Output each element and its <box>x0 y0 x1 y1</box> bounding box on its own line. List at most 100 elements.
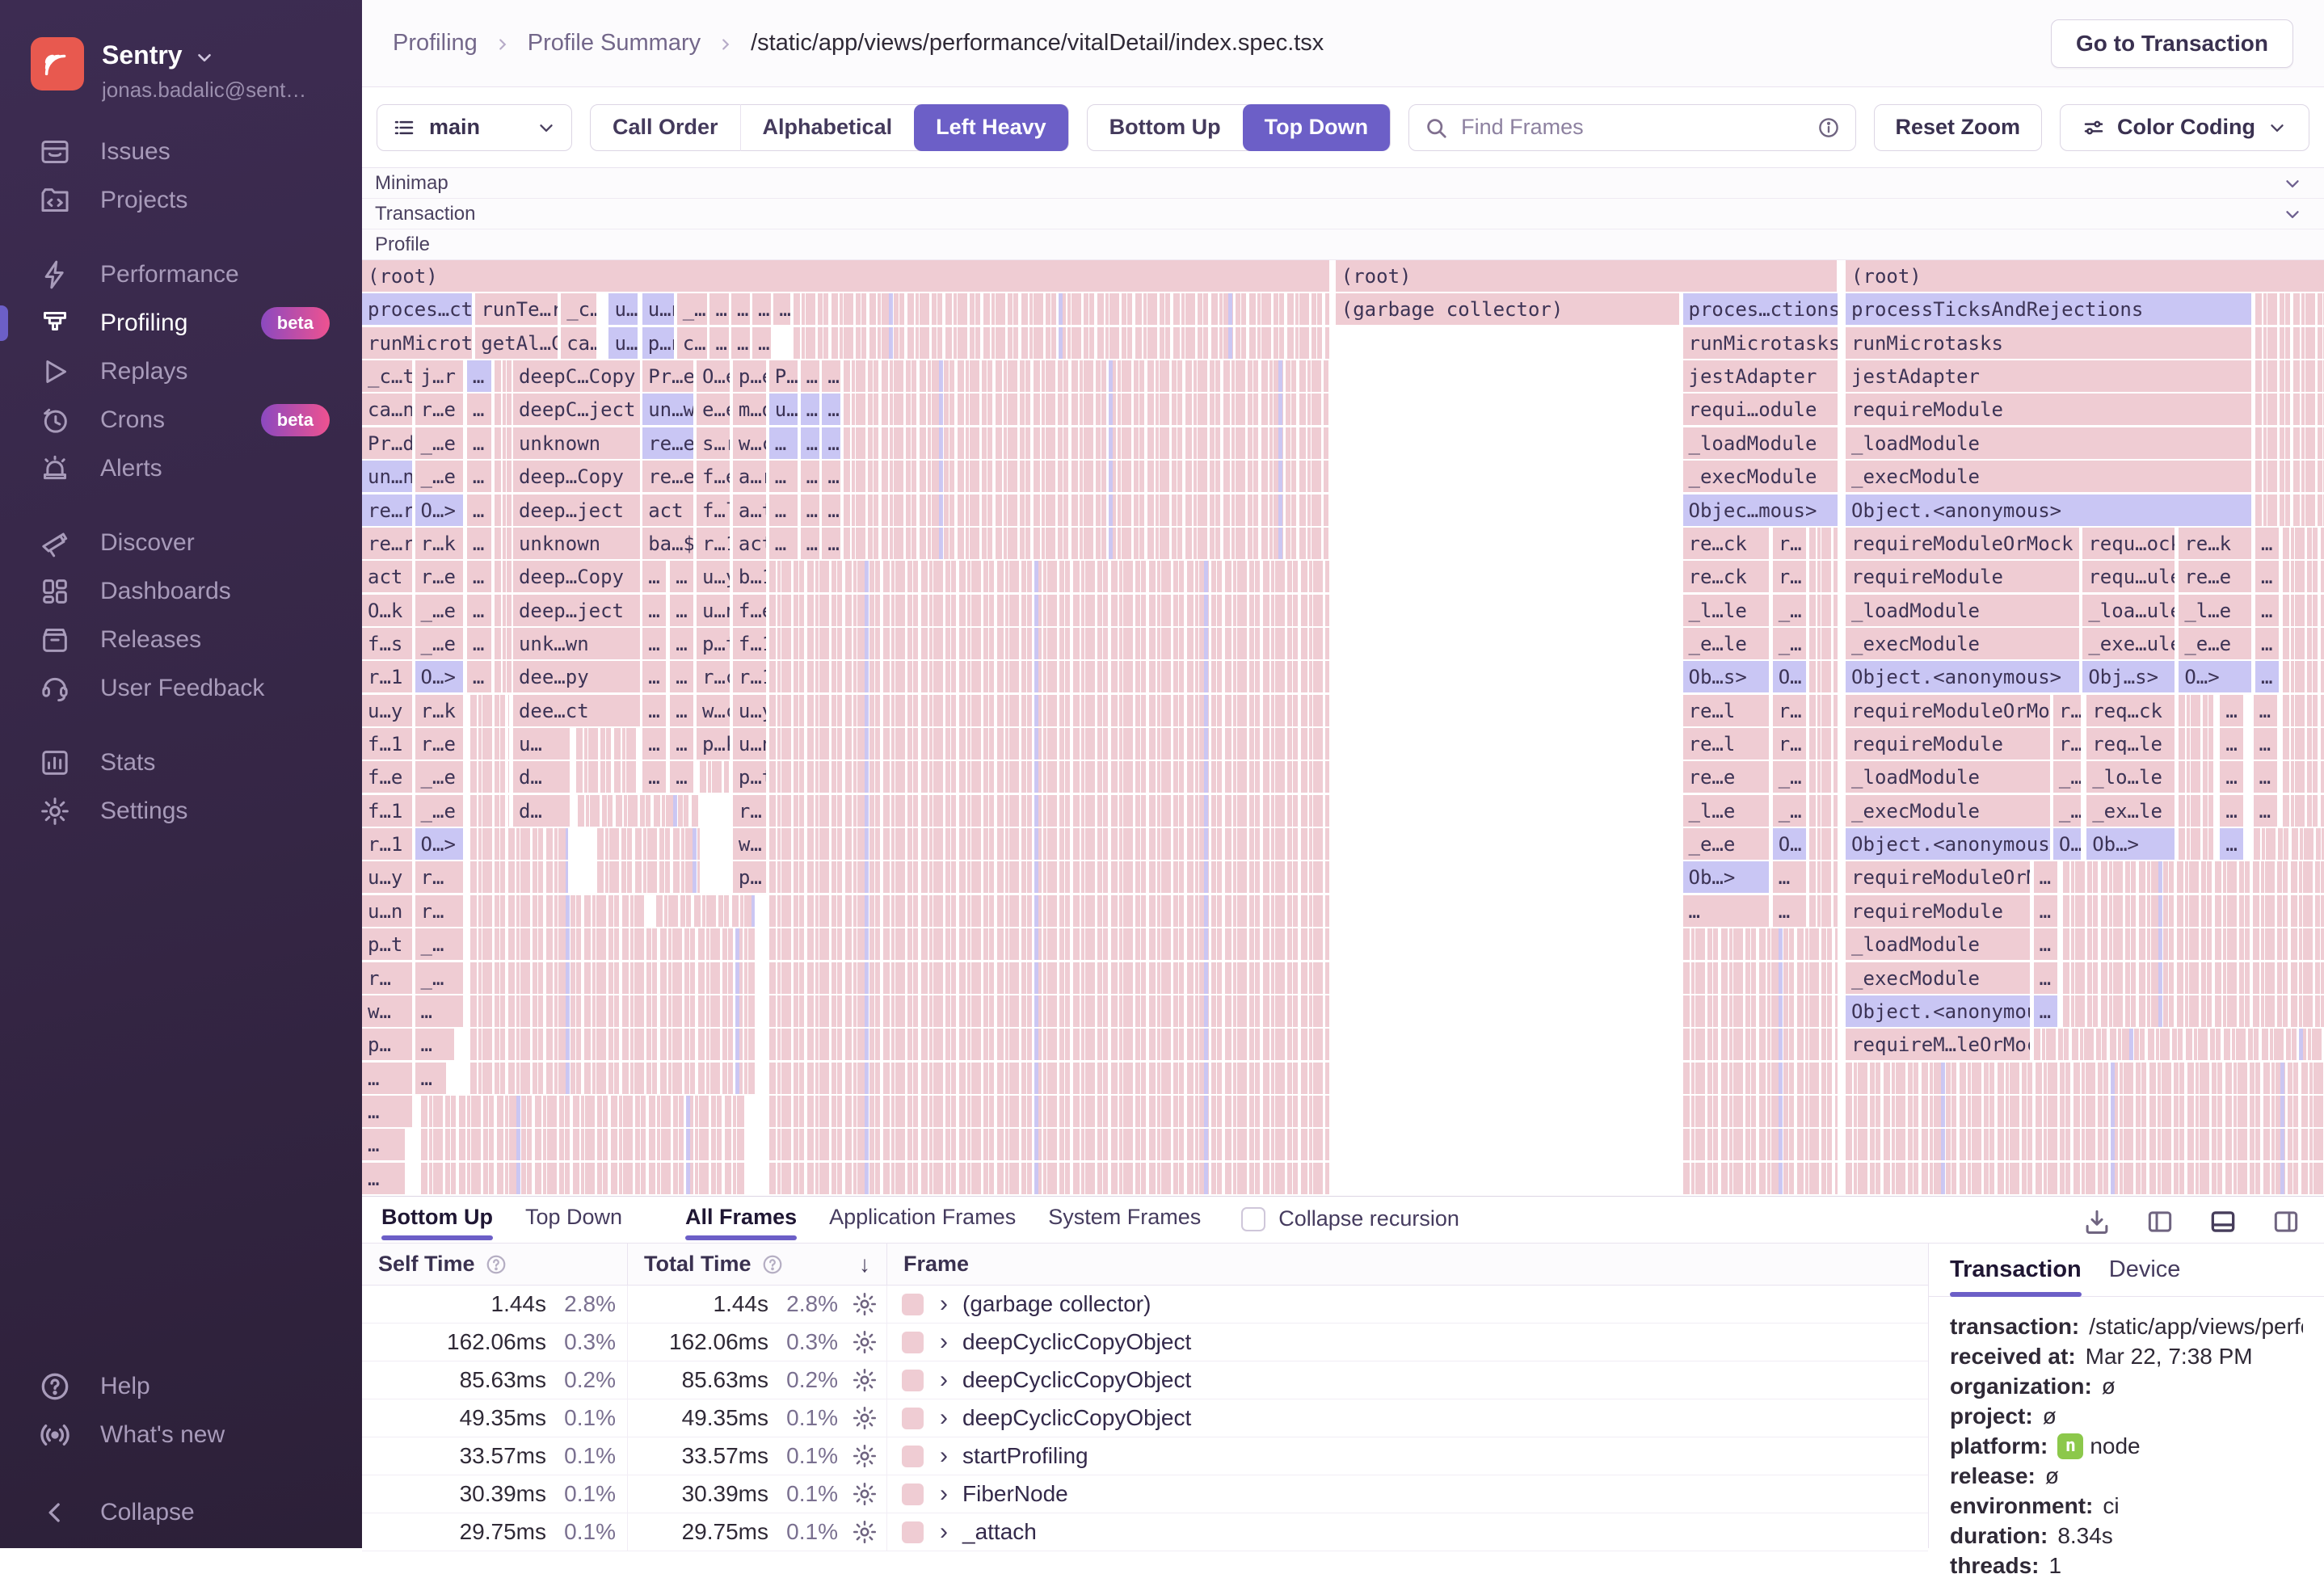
flame-frame[interactable]: _c…t <box>362 360 412 393</box>
section-minimap[interactable]: Minimap <box>362 168 2324 199</box>
flame-frame[interactable]: getAl…Copy <box>475 326 558 359</box>
flame-frame[interactable]: … <box>1772 861 1806 894</box>
flame-frame[interactable]: u…y <box>696 561 730 593</box>
flame-frame[interactable]: r…e <box>415 728 464 760</box>
flame-frame[interactable]: O… <box>1772 828 1806 861</box>
flame-frame[interactable]: (root) <box>362 260 1329 292</box>
flame-frame[interactable]: … <box>466 561 492 593</box>
flame-frame[interactable]: f…e <box>696 461 730 493</box>
flame-frame[interactable]: a…r <box>732 461 767 493</box>
flame-frame[interactable]: … <box>822 494 841 526</box>
flame-frame[interactable]: f…e <box>362 761 412 793</box>
flame-frame[interactable]: requireModule <box>1846 393 2252 426</box>
flame-frame[interactable]: … <box>2253 761 2277 793</box>
sidebar-item-performance[interactable]: Performance <box>0 250 362 299</box>
thread-select[interactable]: main <box>377 103 572 151</box>
table-row[interactable]: 33.57ms 0.1% 33.57ms 0.1% › startProfiling <box>362 1437 1928 1475</box>
flame-frame[interactable]: p…k <box>696 728 730 760</box>
flame-frame[interactable]: … <box>2253 728 2277 760</box>
flame-frame[interactable]: processTicksAndRejections <box>1846 293 2252 326</box>
flame-frame[interactable]: … <box>466 461 492 493</box>
flame-frame[interactable]: … <box>362 1129 406 1161</box>
flame-frame[interactable]: proces…ctions <box>1682 293 1838 326</box>
flame-frame[interactable]: _loadModule <box>1846 761 2050 793</box>
color-coding-button[interactable]: Color Coding <box>2060 103 2309 151</box>
flame-frame[interactable]: _exe…ule <box>2082 627 2175 659</box>
flame-frame[interactable]: … <box>670 761 694 793</box>
flame-frame[interactable]: … <box>822 393 841 426</box>
flame-frame[interactable]: r…k <box>415 527 464 559</box>
flame-frame[interactable]: unknown <box>512 527 640 559</box>
flame-frame[interactable]: … <box>670 627 694 659</box>
flame-frame[interactable]: _execModule <box>1846 794 2050 827</box>
flame-frame[interactable]: _loadModule <box>1846 928 2031 961</box>
go-to-transaction-button[interactable]: Go to Transaction <box>2050 19 2293 68</box>
flame-frame[interactable]: … <box>2033 861 2057 894</box>
flame-frame[interactable]: P… <box>768 360 798 393</box>
flame-frame[interactable]: re…er <box>642 427 694 459</box>
flame-frame[interactable]: … <box>670 561 694 593</box>
flame-frame[interactable]: r…1 <box>696 527 730 559</box>
tab-system-frames[interactable]: System Frames <box>1048 1205 1202 1229</box>
flame-frame[interactable]: _e…le <box>1682 627 1770 659</box>
expand-chevron-icon[interactable]: › <box>940 1480 948 1507</box>
flame-frame[interactable]: _loa…ule <box>2082 594 2175 626</box>
flame-frame[interactable]: f…l <box>696 494 730 526</box>
flame-frame[interactable]: _… <box>2052 794 2081 827</box>
gear-icon[interactable] <box>851 1366 878 1394</box>
flame-frame[interactable]: r…e <box>415 561 464 593</box>
flame-frame[interactable]: Ob…> <box>2086 828 2175 861</box>
tab-application-frames[interactable]: Application Frames <box>829 1205 1017 1229</box>
flame-frame[interactable]: … <box>752 293 772 326</box>
flame-frame[interactable]: … <box>800 461 819 493</box>
flame-frame[interactable]: _c…st <box>561 293 597 326</box>
flame-frame[interactable]: _execModule <box>1846 627 2079 659</box>
flame-frame[interactable]: … <box>768 494 798 526</box>
sidebar-item-alerts[interactable]: Alerts <box>0 444 362 493</box>
flame-frame[interactable]: deep…Copy <box>512 561 640 593</box>
flame-frame[interactable]: … <box>466 393 492 426</box>
flame-frame[interactable]: … <box>2253 794 2277 827</box>
flame-frame[interactable]: p…e <box>732 360 767 393</box>
sort-alphabetical[interactable]: Alphabetical <box>739 103 915 151</box>
flame-frame[interactable]: re…ck <box>1682 527 1770 559</box>
flame-frame[interactable]: … <box>466 661 492 693</box>
flame-frame[interactable]: p…t <box>362 928 412 961</box>
flame-frame[interactable]: requireModule <box>1846 561 2079 593</box>
flame-frame[interactable]: re…e <box>2179 561 2252 593</box>
sidebar-item-what-s-new[interactable]: What's new <box>0 1411 362 1459</box>
flame-frame[interactable]: deep…ject <box>512 494 640 526</box>
flame-frame[interactable]: Pr…d <box>362 427 412 459</box>
direction-bottom-up[interactable]: Bottom Up <box>1088 104 1243 151</box>
flame-frame[interactable]: u…n <box>642 293 674 326</box>
flame-frame[interactable]: … <box>730 326 750 359</box>
layout-bottom-icon[interactable] <box>2208 1206 2238 1237</box>
flame-frame[interactable]: a…t <box>732 494 767 526</box>
flame-frame[interactable]: … <box>2253 694 2277 726</box>
flame-frame[interactable]: … <box>670 728 694 760</box>
flame-frame[interactable]: … <box>768 527 798 559</box>
flame-frame[interactable]: … <box>2255 561 2280 593</box>
reset-zoom-button[interactable]: Reset Zoom <box>1873 103 2043 151</box>
direction-top-down[interactable]: Top Down <box>1242 103 1391 151</box>
flame-frame[interactable]: Pr…ed <box>642 360 694 393</box>
flame-frame[interactable]: r…1 <box>362 661 412 693</box>
flame-frame[interactable]: r…1 <box>362 828 412 861</box>
flame-frame[interactable]: (root) <box>1335 260 1838 292</box>
flame-frame[interactable]: j…r <box>415 360 464 393</box>
flame-frame[interactable]: u…n <box>696 594 730 626</box>
sidebar-item-user-feedback[interactable]: User Feedback <box>0 664 362 713</box>
flame-frame[interactable]: u…n <box>608 293 638 326</box>
flame-frame[interactable]: _…e <box>415 594 464 626</box>
flame-frame[interactable]: p…t <box>732 761 767 793</box>
flame-frame[interactable]: runMicrotasks <box>1682 326 1838 359</box>
flame-frame[interactable]: act <box>732 527 767 559</box>
flame-frame[interactable]: ca…n <box>362 393 412 426</box>
flame-frame[interactable]: _… <box>1772 594 1806 626</box>
flame-frame[interactable]: … <box>466 594 492 626</box>
flame-frame[interactable]: … <box>1772 894 1806 927</box>
flame-frame[interactable]: r… <box>1772 561 1806 593</box>
flame-frame[interactable]: O… <box>2052 828 2081 861</box>
sidebar-item-crons[interactable]: Crons beta <box>0 396 362 444</box>
sidebar-item-issues[interactable]: Issues <box>0 128 362 176</box>
